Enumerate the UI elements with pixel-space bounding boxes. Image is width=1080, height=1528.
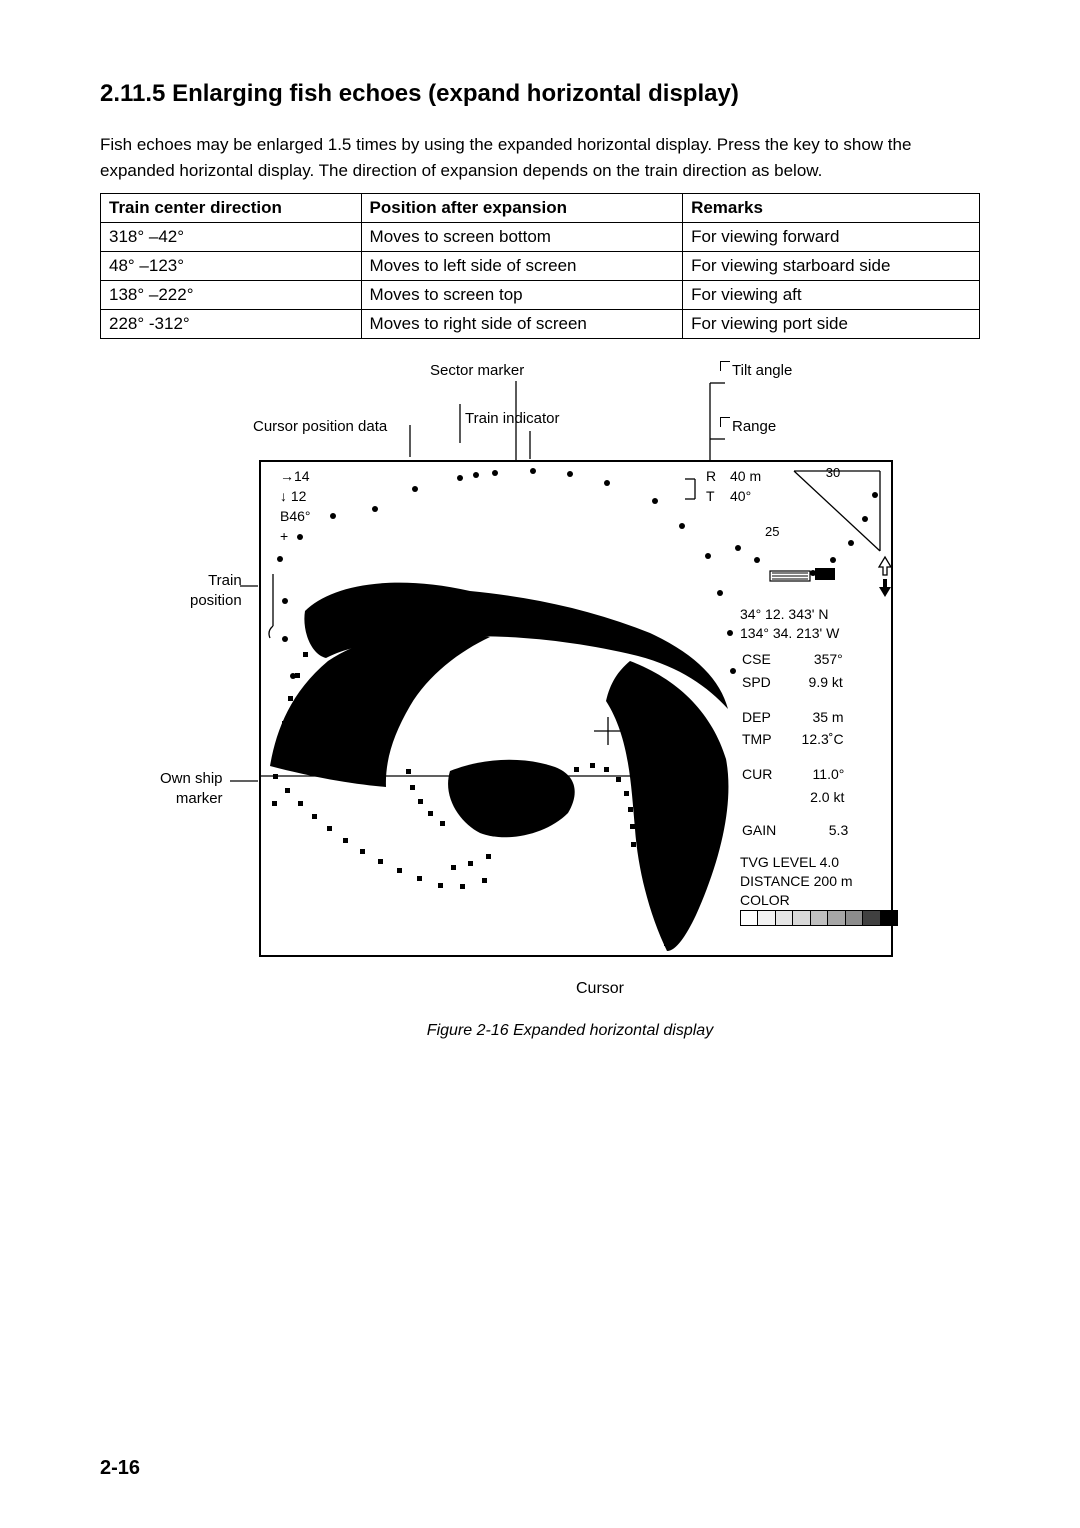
- svg-text:25: 25: [765, 524, 779, 539]
- page-number: 2-16: [100, 1457, 140, 1480]
- table-row: 138° –222°Moves to screen topFor viewing…: [101, 281, 980, 310]
- callout-train-position: Train position: [190, 571, 242, 610]
- table-row: 48° –123°Moves to left side of screenFor…: [101, 252, 980, 281]
- callout-cursor: Cursor: [220, 980, 980, 998]
- table-row: 318° –42°Moves to screen bottomFor viewi…: [101, 223, 980, 252]
- section-heading: 2.11.5 Enlarging fish echoes (expand hor…: [100, 80, 980, 108]
- table-header: Remarks: [683, 194, 980, 223]
- intro-paragraph: Fish echoes may be enlarged 1.5 times by…: [100, 132, 980, 183]
- expanded-horizontal-display-diagram: Sector marker Tilt angle Cursor position…: [130, 361, 950, 970]
- cursor-right: →14: [280, 468, 310, 484]
- callout-own-ship-marker: Own ship marker: [160, 769, 223, 808]
- cursor-plus: +: [280, 528, 288, 544]
- tilt-label: T: [706, 488, 715, 504]
- callout-sector-marker: Sector marker: [430, 361, 524, 381]
- color-scale-bar: [740, 910, 898, 926]
- table-header: Train center direction: [101, 194, 362, 223]
- callout-range: Range: [720, 417, 776, 437]
- direction-table: Train center directionPosition after exp…: [100, 193, 980, 339]
- nav-readouts: 34° 12. 343' N 134° 34. 213' W CSE357° S…: [740, 605, 898, 926]
- table-row: 228° -312°Moves to right side of screenF…: [101, 310, 980, 339]
- callout-train-indicator: Train indicator: [465, 409, 559, 429]
- cursor-bearing: B46°: [280, 508, 311, 524]
- callout-cursor-position-data: Cursor position data: [253, 417, 387, 437]
- cursor-down: ↓ 12: [280, 488, 307, 504]
- callout-tilt-angle: Tilt angle: [720, 361, 792, 381]
- svg-text:30: 30: [826, 465, 840, 480]
- table-header: Position after expansion: [361, 194, 683, 223]
- figure-caption: Figure 2-16 Expanded horizontal display: [160, 1022, 980, 1040]
- tilt-value: 40°: [730, 488, 751, 504]
- range-value: 40 m: [730, 468, 761, 484]
- range-label: R: [706, 468, 716, 484]
